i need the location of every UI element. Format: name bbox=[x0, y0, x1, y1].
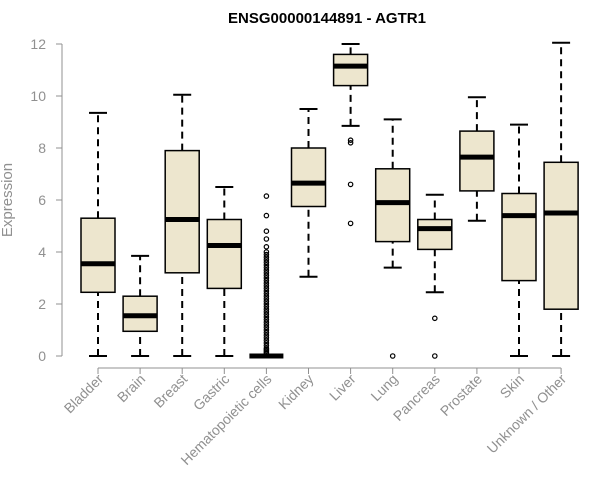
outlier-point bbox=[263, 272, 270, 279]
outlier-point bbox=[431, 315, 438, 322]
box-iqr bbox=[80, 217, 116, 294]
y-tick-label: 0 bbox=[38, 348, 46, 364]
outlier-point bbox=[263, 259, 270, 266]
outlier-point bbox=[263, 298, 270, 305]
y-tick-label: 12 bbox=[30, 36, 46, 52]
outlier-point bbox=[263, 303, 270, 310]
outlier-point bbox=[263, 342, 270, 349]
outlier-point bbox=[263, 251, 270, 258]
box-iqr bbox=[206, 218, 243, 290]
outlier-point bbox=[263, 277, 270, 284]
outlier-point bbox=[263, 332, 270, 339]
outlier-point bbox=[263, 324, 270, 331]
outlier-point bbox=[263, 256, 270, 263]
box-pancreas bbox=[417, 193, 453, 359]
box-gastric bbox=[206, 186, 243, 357]
x-tick-label: Lung bbox=[367, 371, 400, 404]
x-tick-label: Breast bbox=[150, 371, 190, 411]
outlier-point bbox=[263, 288, 270, 294]
outlier-point bbox=[263, 264, 270, 271]
outlier-point bbox=[431, 353, 438, 359]
outlier-point bbox=[263, 280, 270, 287]
outlier-point bbox=[263, 340, 270, 346]
box-iqr bbox=[374, 168, 411, 243]
outlier-point bbox=[347, 140, 354, 146]
y-axis: 0 2 4 6 8 10 12 bbox=[30, 36, 63, 364]
outlier-point bbox=[263, 306, 270, 313]
outlier-point bbox=[263, 316, 270, 323]
y-axis-label: Expression bbox=[0, 163, 16, 237]
box-skin bbox=[501, 123, 537, 357]
outlier-point bbox=[263, 228, 270, 235]
outlier-point bbox=[389, 353, 396, 359]
box-iqr bbox=[501, 192, 537, 282]
x-tick-label: Liver bbox=[326, 371, 359, 404]
box-kidney bbox=[290, 108, 327, 278]
outlier-point bbox=[263, 254, 270, 261]
y-tick-label: 4 bbox=[38, 244, 46, 260]
outlier-point bbox=[263, 319, 270, 326]
box-breast bbox=[164, 93, 200, 357]
outlier-point bbox=[263, 275, 270, 281]
outlier-point bbox=[263, 295, 270, 302]
box-lung bbox=[374, 118, 411, 359]
outlier-point bbox=[263, 285, 270, 292]
outlier-point bbox=[263, 321, 270, 328]
plot-area bbox=[80, 41, 579, 359]
outlier-point bbox=[347, 137, 354, 144]
outlier-point bbox=[263, 345, 270, 352]
x-tick-label: Bladder bbox=[61, 371, 107, 417]
box-iqr bbox=[164, 149, 200, 274]
outlier-point bbox=[263, 262, 270, 268]
box-iqr bbox=[332, 53, 369, 87]
outlier-point bbox=[263, 282, 270, 289]
outlier-point bbox=[263, 290, 270, 297]
outlier-point bbox=[263, 244, 270, 250]
box-brain bbox=[122, 254, 158, 357]
outlier-point bbox=[263, 314, 270, 320]
box-iqr bbox=[290, 147, 327, 208]
outlier-point bbox=[263, 269, 270, 276]
outlier-point bbox=[263, 249, 270, 255]
y-tick-label: 8 bbox=[38, 140, 46, 156]
outlier-point bbox=[263, 337, 270, 344]
y-tick-label: 2 bbox=[38, 296, 46, 312]
outlier-point bbox=[263, 308, 270, 315]
y-tick-label: 6 bbox=[38, 192, 46, 208]
x-tick-label: Prostate bbox=[437, 371, 485, 419]
box-liver bbox=[332, 43, 369, 227]
outlier-point bbox=[263, 329, 270, 336]
outlier-point bbox=[263, 212, 270, 219]
x-tick-label: Brain bbox=[114, 371, 148, 405]
outlier-point bbox=[263, 311, 270, 318]
outlier-point bbox=[263, 334, 270, 341]
outlier-point bbox=[263, 193, 270, 199]
x-tick-label: Pancreas bbox=[390, 371, 443, 424]
box-unknown-other bbox=[543, 41, 579, 357]
box-iqr bbox=[459, 130, 495, 192]
x-tick-label: Unknown / Other bbox=[484, 371, 570, 457]
x-tick-label: Kidney bbox=[275, 371, 317, 413]
outlier-point bbox=[263, 236, 270, 242]
outlier-point bbox=[263, 301, 270, 307]
box-iqr bbox=[417, 218, 453, 251]
box-bladder bbox=[80, 111, 116, 357]
outlier-point bbox=[347, 181, 354, 188]
box-iqr bbox=[543, 161, 579, 310]
outlier-point bbox=[263, 267, 270, 274]
box-hematopoietic-cells bbox=[249, 193, 284, 359]
y-tick-label: 10 bbox=[30, 88, 46, 104]
chart-title: ENSG00000144891 - AGTR1 bbox=[228, 10, 426, 27]
outlier-point bbox=[347, 220, 354, 227]
x-tick-label: Skin bbox=[497, 371, 528, 402]
box-prostate bbox=[459, 96, 495, 222]
outlier-point bbox=[263, 327, 270, 333]
outlier-point bbox=[263, 293, 270, 300]
